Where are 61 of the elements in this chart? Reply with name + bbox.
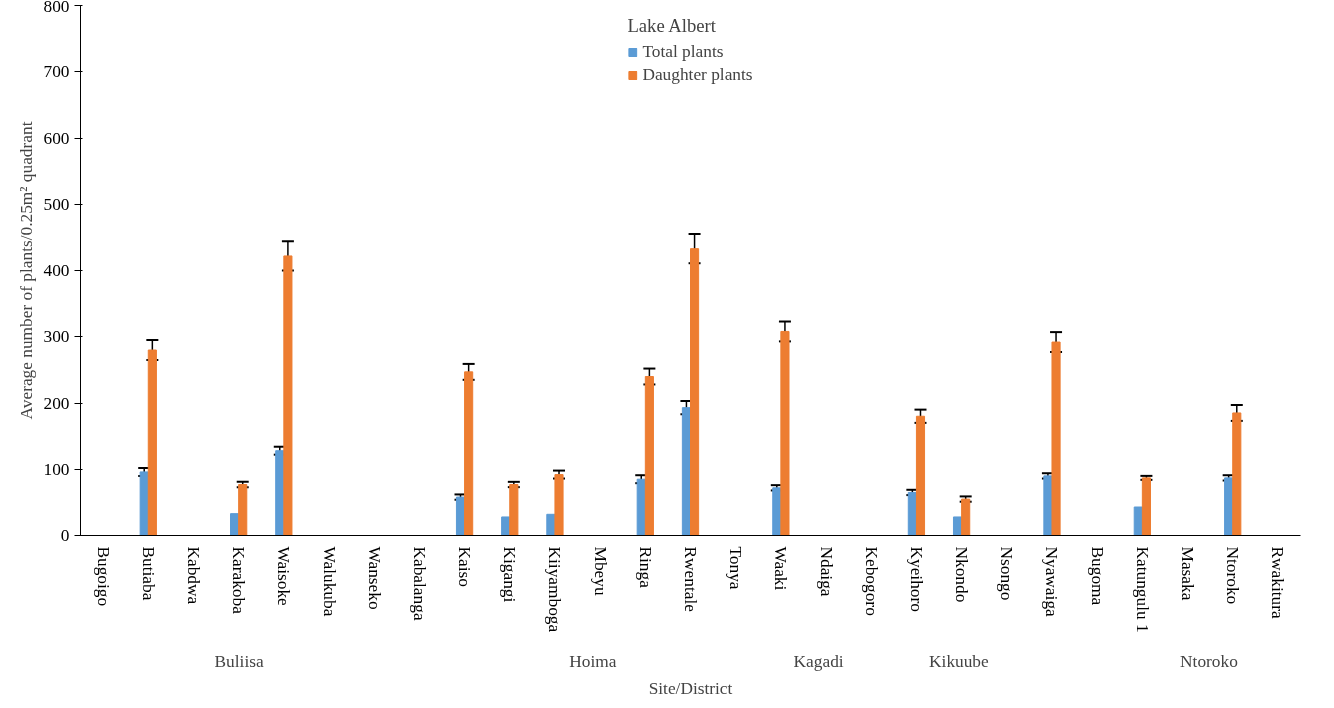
x-tick-label: Ntoroko: [1223, 546, 1243, 605]
x-tick-label: Rwakitura: [1268, 546, 1288, 619]
bar: [644, 376, 654, 536]
x-tick-label: Walukuba: [319, 546, 339, 617]
legend-label: Total plants: [642, 42, 724, 62]
x-tick-label: Bugoma: [1087, 546, 1107, 606]
x-tick-label: Ringa: [635, 546, 655, 589]
text: Hoima: [569, 651, 617, 671]
bar: [238, 483, 248, 536]
bar: [554, 474, 564, 536]
legend-label: Daughter plants: [642, 65, 753, 85]
x-tick-label: Kiiyamboga: [545, 546, 565, 633]
y-tick-label: 0: [60, 526, 70, 545]
x-tick-label: Katungulu 1: [1132, 546, 1152, 633]
text: Kagadi: [793, 651, 844, 671]
x-tick-label: Nyawaiga: [1042, 546, 1062, 618]
x-tick-label: Kabdwa: [183, 546, 203, 605]
x-tick-label: Kabalanga: [409, 546, 429, 621]
bar: [1141, 477, 1151, 536]
y-tick-label: 400: [43, 261, 70, 280]
x-tick-label: Masaka: [1178, 546, 1198, 601]
bar: [690, 248, 700, 536]
bar: [147, 349, 157, 536]
x-tick-label: Mbeyu: [590, 546, 610, 596]
text: Ntoroko: [1180, 651, 1238, 671]
y-axis-title: Average number of plants/0.25m² quadrant: [16, 121, 36, 420]
bar: [780, 330, 790, 536]
y-tick-label: 300: [43, 327, 70, 347]
y-tick-label: 600: [43, 128, 70, 148]
legend-title: Lake Albert: [627, 15, 717, 37]
bar: [915, 415, 926, 536]
x-tick-label: Kebogoro: [861, 546, 881, 616]
x-tick-label: Nkondo: [952, 546, 972, 603]
bar: [464, 371, 474, 536]
y-tick-label: 200: [43, 393, 70, 413]
x-tick-label: Waisoke: [274, 546, 294, 607]
bar: [283, 255, 293, 536]
bar: [1051, 341, 1061, 536]
bar: [509, 483, 519, 536]
x-tick-label: Tonya: [726, 546, 746, 590]
x-tick-label: Waaki: [771, 546, 791, 591]
y-tick-label: 500: [43, 194, 70, 214]
x-tick-label: Wanseko: [364, 546, 384, 610]
x-tick-label: Ndaiga: [816, 546, 836, 597]
bar: [961, 498, 971, 536]
x-tick-label: Karakoba: [229, 546, 249, 615]
x-tick-label: Rwentale: [681, 546, 700, 613]
x-axis-title: Site/District: [648, 678, 733, 698]
x-tick-label: Kigangi: [500, 546, 520, 603]
x-tick-label: Kyeihoro: [906, 546, 926, 612]
y-tick-label: 800: [43, 0, 70, 16]
bar: [139, 471, 149, 536]
x-tick-label: Bugoigo: [93, 546, 113, 607]
y-tick-label: 700: [43, 62, 70, 82]
bar: [1232, 412, 1242, 536]
x-tick-label: Kaiso: [455, 546, 475, 587]
x-tick-label: Butiaba: [138, 546, 158, 601]
text: Buliisa: [214, 651, 264, 671]
x-tick-label: Nsongo: [997, 546, 1017, 601]
y-tick-label: 100: [43, 459, 70, 479]
text: Kikuube: [929, 651, 990, 671]
